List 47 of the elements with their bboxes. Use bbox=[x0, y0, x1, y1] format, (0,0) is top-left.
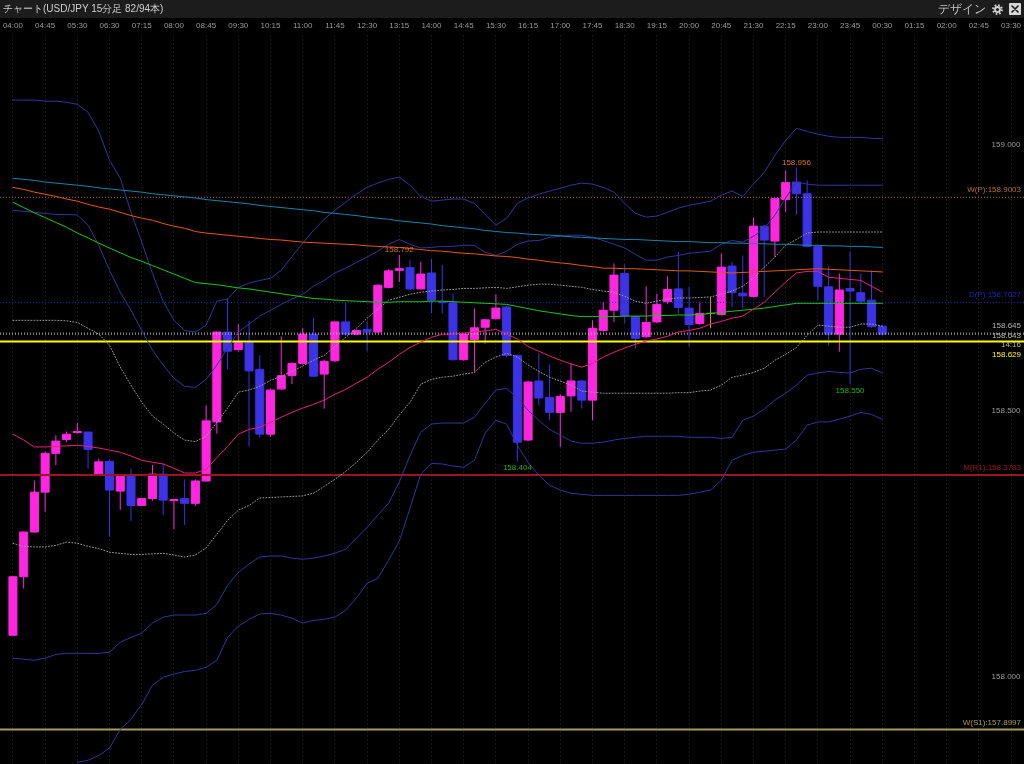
ref-line-label: W(S1):157.8997 bbox=[962, 717, 1022, 727]
x-tick-label: 03:30 bbox=[1001, 20, 1022, 30]
ref-line-label: D(P):158.7027 bbox=[968, 290, 1022, 300]
x-tick-label: 02:00 bbox=[936, 20, 958, 30]
x-tick-label: 04:00 bbox=[2, 20, 24, 30]
x-tick-label: 22:15 bbox=[775, 20, 797, 30]
ref-line-label: W(P):158.9003 bbox=[967, 185, 1022, 195]
x-tick-label: 09:30 bbox=[228, 20, 249, 30]
ref-line-label: 158.629 bbox=[992, 350, 1022, 360]
x-tick-label: 17:45 bbox=[582, 20, 604, 30]
x-tick-label: 13:15 bbox=[389, 20, 410, 30]
y-tick-label: 158.500 bbox=[991, 405, 1022, 415]
x-tick-label: 11:00 bbox=[293, 20, 313, 30]
x-tick-label: 23:45 bbox=[840, 20, 861, 30]
x-tick-label: 15:30 bbox=[485, 20, 507, 30]
x-tick-label: 05:30 bbox=[67, 20, 88, 30]
y-tick-label: 158.000 bbox=[991, 671, 1022, 681]
x-tick-label: 14:45 bbox=[453, 20, 475, 30]
ref-line-label: M(R1):158.3783 bbox=[963, 462, 1022, 472]
x-tick-label: 02:45 bbox=[968, 20, 990, 30]
x-tick-label: 07:15 bbox=[131, 20, 153, 30]
x-tick-label: 17:00 bbox=[550, 20, 571, 30]
annotation: 158.550 bbox=[835, 385, 866, 395]
ref-line-label: 158.643 14:16 bbox=[992, 331, 1022, 350]
annotation: 158.956 bbox=[781, 157, 812, 167]
x-tick-label: 19:15 bbox=[646, 20, 668, 30]
x-tick-label: 20:45 bbox=[711, 20, 732, 30]
x-tick-label: 08:00 bbox=[163, 20, 185, 30]
x-tick-label: 18:30 bbox=[614, 20, 636, 30]
x-tick-label: 16:15 bbox=[518, 20, 539, 30]
x-tick-label: 08:45 bbox=[196, 20, 217, 30]
y-tick-label: 159.000 bbox=[991, 139, 1022, 149]
x-tick-label: 20:00 bbox=[679, 20, 700, 30]
annotation: 158.404 bbox=[502, 463, 533, 473]
x-tick-label: 10:15 bbox=[260, 20, 282, 30]
x-tick-label: 06:30 bbox=[99, 20, 121, 30]
ref-line-label: 158.645 bbox=[992, 321, 1022, 331]
x-tick-label: 04:45 bbox=[35, 20, 56, 30]
x-tick-label: 21:30 bbox=[743, 20, 765, 30]
x-tick-label: 23:00 bbox=[807, 20, 829, 30]
x-tick-label: 12:30 bbox=[357, 20, 378, 30]
x-tick-label: 14:00 bbox=[421, 20, 443, 30]
chart-title: チャート(USD/JPY 15分足 82/94本) bbox=[3, 3, 164, 15]
x-tick-label: 00:30 bbox=[872, 20, 893, 30]
x-tick-label: 11:45 bbox=[325, 20, 346, 30]
text: デザイン bbox=[938, 2, 986, 16]
x-tick-label: 01:15 bbox=[904, 20, 926, 30]
